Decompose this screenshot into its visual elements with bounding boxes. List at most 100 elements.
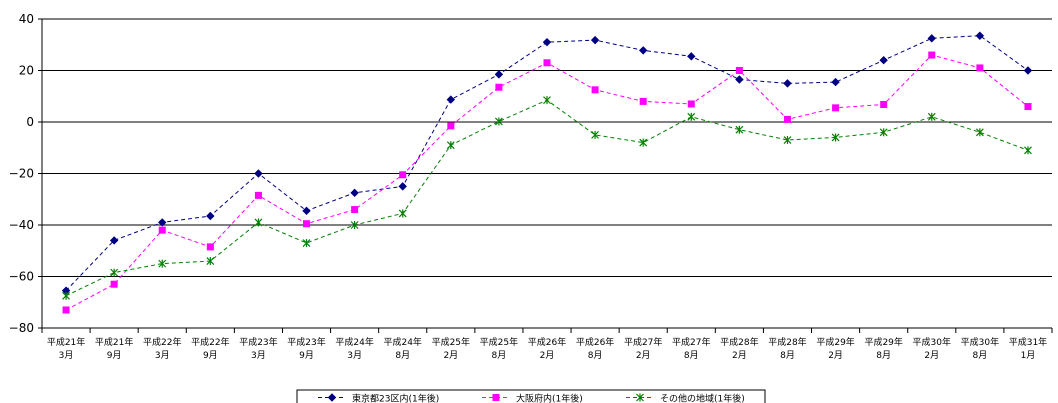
data-point — [254, 191, 262, 199]
gridlines — [42, 18, 1052, 329]
data-point — [206, 257, 215, 266]
y-tick-label: −20 — [9, 167, 34, 181]
x-axis: 平成21年 3月 平成21年 9月 平成22年 3月 平成22年 9月 平成23年 3月 平成23年… — [41, 328, 1053, 361]
x-tick-label: 平成29年 — [864, 336, 902, 348]
x-tick-label: 平成25年 — [432, 336, 470, 348]
data-point — [639, 138, 648, 147]
data-point — [302, 239, 311, 248]
x-tick-label: 2月 — [443, 350, 458, 361]
x-tick-label: 9月 — [107, 350, 122, 361]
x-tick-label: 平成23年 — [239, 336, 277, 348]
legend-label: 大阪府内(1年後) — [516, 393, 583, 403]
data-point — [303, 220, 311, 228]
data-point — [399, 171, 407, 179]
x-tick-label: 8月 — [684, 350, 699, 361]
x-tick-label: 8月 — [972, 350, 987, 361]
x-tick-label: 3月 — [251, 350, 266, 361]
x-tick-label: 2月 — [732, 350, 747, 361]
data-point — [975, 128, 984, 137]
data-point — [110, 268, 119, 277]
data-point — [543, 59, 551, 67]
data-point — [158, 259, 167, 268]
series-line — [65, 54, 1029, 311]
data-point — [158, 218, 167, 227]
data-point — [494, 117, 503, 126]
x-tick-label: 平成24年 — [335, 336, 373, 348]
x-tick-label: 8月 — [492, 350, 507, 361]
x-tick-label: 3月 — [155, 350, 170, 361]
x-tick-label: 平成26年 — [576, 336, 614, 348]
legend-label: 東京都23区内(1年後) — [352, 393, 439, 403]
data-point — [975, 31, 985, 40]
data-point — [351, 206, 359, 214]
data-point — [735, 75, 744, 84]
x-tick-label: 8月 — [395, 350, 410, 361]
legend-marker — [636, 393, 644, 402]
data-point — [1024, 103, 1032, 111]
x-tick-label: 2月 — [924, 350, 939, 361]
data-point — [62, 291, 70, 300]
data-point — [447, 122, 455, 130]
data-point — [638, 46, 648, 55]
x-tick-label: 平成21年 — [47, 336, 85, 348]
data-point — [687, 112, 696, 121]
data-point — [206, 243, 214, 251]
data-point — [927, 112, 936, 121]
x-tick-label: 平成29年 — [816, 336, 854, 348]
x-tick-label: 8月 — [780, 350, 795, 361]
x-tick-label: 9月 — [299, 350, 314, 361]
x-tick-label: 平成25年 — [480, 336, 518, 348]
x-tick-label: 平成21年 — [95, 336, 133, 348]
x-tick-label: 2月 — [540, 350, 555, 361]
y-tick-label: 0 — [26, 115, 34, 129]
y-tick-label: 20 — [19, 64, 34, 78]
data-point — [928, 51, 936, 59]
data-point — [687, 100, 695, 108]
data-point — [832, 104, 840, 112]
data-point — [158, 226, 166, 234]
x-tick-label: 9月 — [203, 350, 218, 361]
x-tick-label: 3月 — [59, 350, 74, 361]
series-2 — [62, 51, 1032, 314]
data-point — [62, 306, 70, 314]
data-point — [543, 96, 551, 105]
data-point — [831, 77, 840, 87]
data-point — [254, 169, 263, 178]
x-tick-label: 平成22年 — [143, 336, 181, 348]
legend-entry: 大阪府内(1年後) — [482, 393, 583, 403]
series-3 — [62, 96, 1032, 300]
x-tick-label: 2月 — [636, 350, 651, 361]
data-point — [302, 206, 311, 216]
data-point — [590, 35, 600, 45]
x-tick-label: 平成27年 — [624, 336, 662, 348]
data-point — [783, 136, 792, 145]
data-point — [687, 52, 696, 61]
data-point — [976, 64, 984, 72]
data-point — [494, 70, 504, 79]
data-point — [783, 115, 791, 123]
data-point — [398, 182, 407, 191]
x-tick-label: 8月 — [876, 350, 891, 361]
data-point — [446, 141, 455, 150]
x-tick-label: 平成28年 — [720, 336, 758, 348]
data-point — [495, 83, 503, 91]
legend-box — [296, 389, 766, 403]
data-point — [831, 133, 840, 142]
data-point — [591, 86, 599, 94]
x-tick-label: 平成28年 — [768, 336, 806, 348]
data-point — [879, 128, 888, 137]
data-point — [880, 100, 888, 108]
x-tick-label: 1月 — [1021, 350, 1036, 361]
x-tick-label: 平成30年 — [913, 336, 951, 348]
data-point — [350, 188, 359, 198]
data-point — [110, 280, 118, 288]
data-point — [109, 236, 119, 245]
x-tick-label: 平成22年 — [191, 336, 229, 348]
y-tick-label: −60 — [9, 270, 34, 284]
data-point — [879, 55, 888, 65]
y-tick-label: 40 — [19, 12, 34, 26]
data-point — [591, 130, 600, 139]
data-point — [639, 97, 647, 105]
x-tick-label: 平成23年 — [287, 336, 325, 348]
series-1 — [61, 31, 1033, 295]
